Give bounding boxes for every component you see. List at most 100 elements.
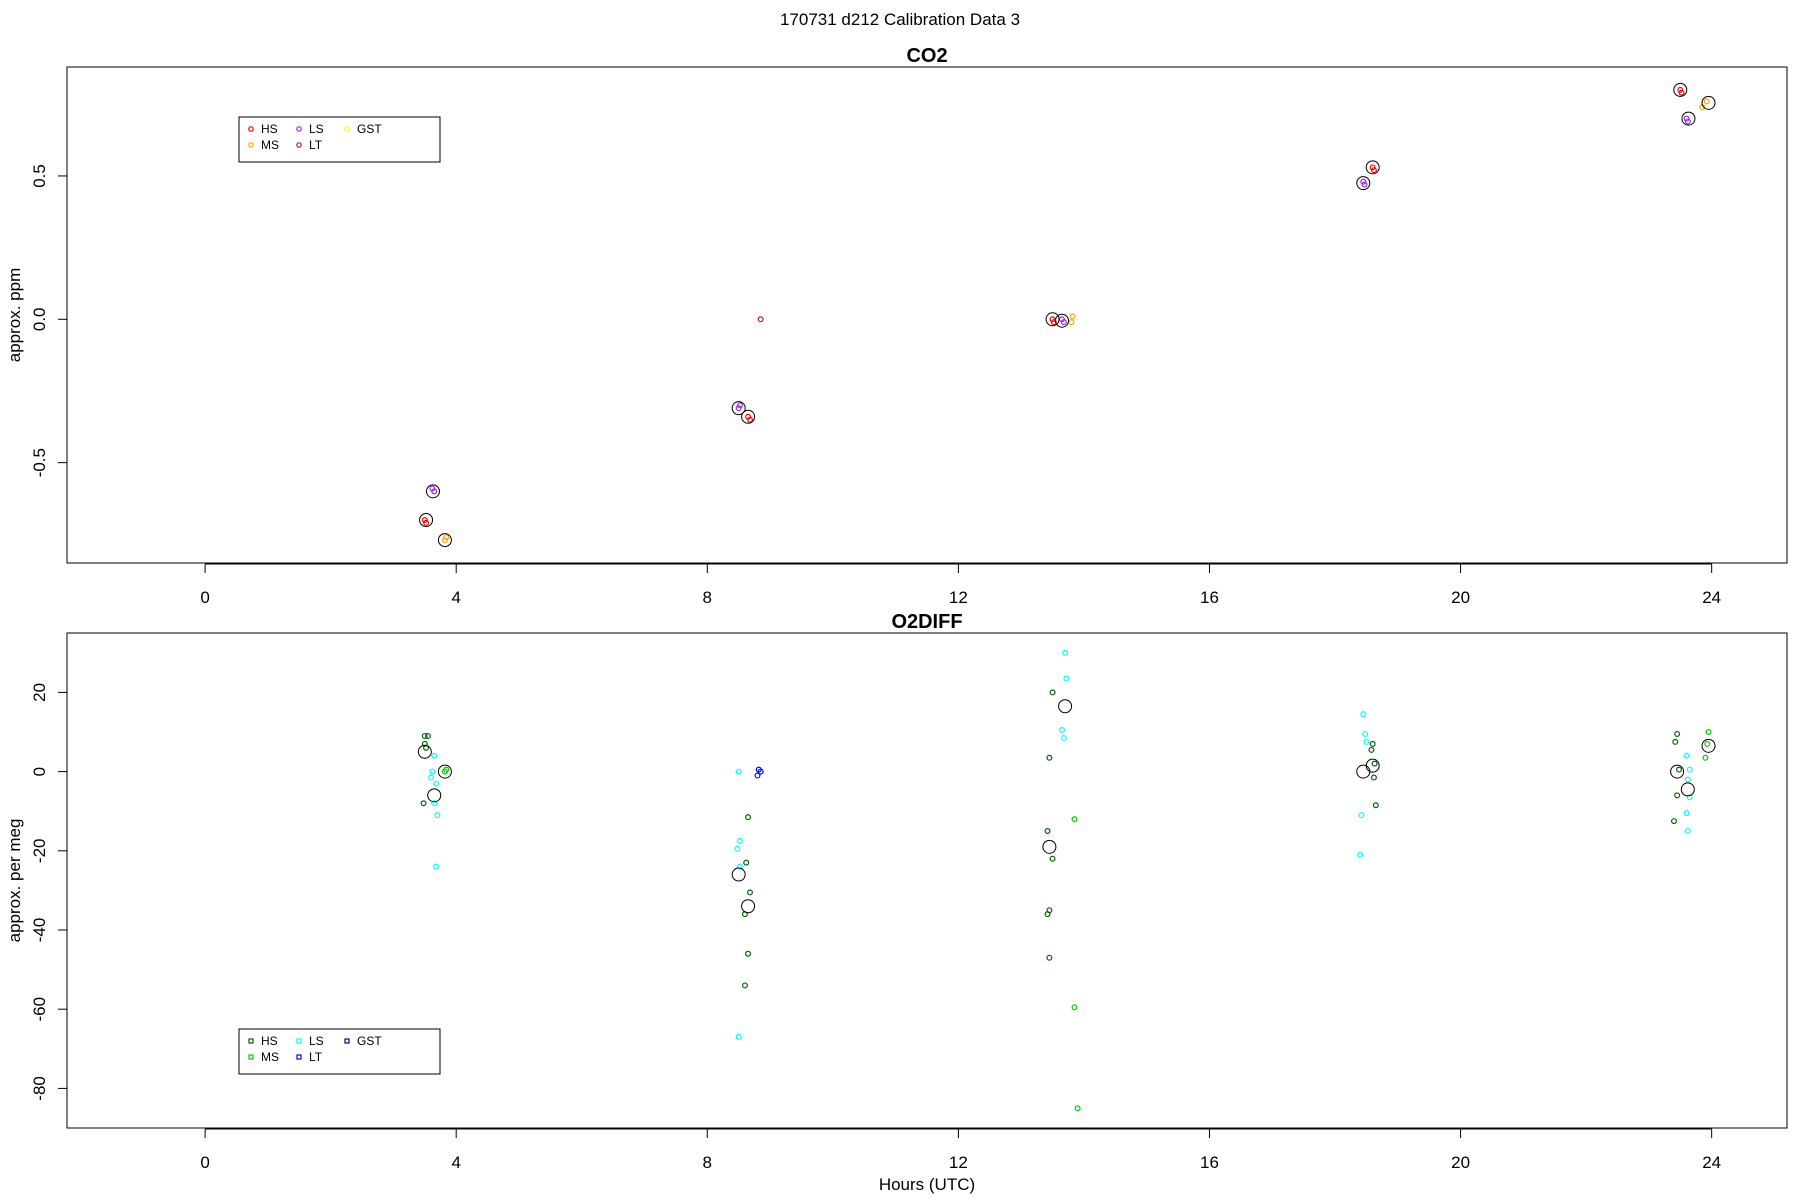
panel-o2diff-point-lt	[757, 768, 764, 775]
panel-co2-point-hs	[1050, 319, 1057, 326]
panel-co2-x-tick-label: 20	[1451, 588, 1470, 607]
panel-o2diff-point-ls	[1683, 810, 1690, 817]
panel-o2diff-point-hs	[1046, 954, 1053, 961]
panel-co2-point-hs	[1370, 167, 1377, 174]
panel-o2diff-x-tick-label: 16	[1200, 1153, 1219, 1172]
panel-o2diff-legend-label: LS	[309, 1034, 324, 1048]
panel-o2diff-mean-marker	[1680, 782, 1695, 797]
panel-o2diff-point-hs	[1369, 740, 1376, 747]
panel-o2diff-mean-marker	[1365, 758, 1380, 773]
panel-o2diff-mean-marker	[731, 867, 746, 882]
panel-o2diff-point-ls	[1362, 730, 1369, 737]
panel-o2diff-point-hs	[746, 889, 753, 896]
panel-o2diff-point-ls	[429, 768, 436, 775]
panel-o2diff-mean-marker	[437, 764, 452, 779]
panel-o2diff-point-ms	[443, 766, 450, 773]
panel-o2diff-legend-symbol	[296, 1054, 302, 1060]
panel-o2diff-point-ls	[1060, 734, 1067, 741]
panel-o2diff-point-hs	[1044, 827, 1051, 834]
panel-o2diff-mean-marker	[1356, 764, 1371, 779]
panel-co2-point-hs	[421, 516, 428, 523]
panel-o2diff-point-ls	[433, 863, 440, 870]
panel-co2-legend-symbol	[248, 126, 254, 132]
panel-co2-point-ms	[443, 534, 450, 541]
panel-co2-x-tick-label: 24	[1702, 588, 1721, 607]
panel-co2-legend-label: HS	[261, 122, 278, 136]
panel-co2-point-hs	[746, 416, 753, 423]
panel-co2-mean-marker	[425, 484, 440, 499]
panel-o2diff-mean-marker	[417, 744, 432, 759]
panel-o2diff-point-hs	[1371, 760, 1378, 767]
panel-co2-point-ls	[1684, 118, 1691, 125]
panel-o2diff-x-tick-label: 24	[1702, 1153, 1721, 1172]
panel-co2-y-tick-label: -0.5	[30, 448, 49, 477]
panel-co2-legend-box	[238, 116, 441, 163]
panel-o2diff-point-hs	[421, 732, 428, 739]
panel-o2diff-point-hs	[1044, 911, 1051, 918]
panel-o2diff-legend-symbol	[248, 1054, 254, 1060]
panel-o2diff-point-ls	[1063, 675, 1070, 682]
panel-o2diff-point-hs	[1049, 855, 1056, 862]
panel-o2diff-point-ms	[1071, 1004, 1078, 1011]
panel-co2-mean-marker	[1054, 313, 1069, 328]
panel-co2-point-ls	[1683, 115, 1690, 122]
panel-o2diff-point-hs	[745, 814, 752, 821]
panel-o2diff-point-ls	[1058, 727, 1065, 734]
panel-co2-mean-marker	[419, 512, 434, 527]
panel-o2diff-mean-marker	[1701, 738, 1716, 753]
panel-o2diff-point-hs	[1676, 766, 1683, 773]
page-title: 170731 d212 Calibration Data 3	[779, 10, 1021, 29]
panel-co2-legend-symbol	[248, 142, 254, 148]
panel-o2diff-legend-label: GST	[357, 1034, 382, 1048]
panel-co2-point-ls	[429, 485, 436, 492]
panel-o2diff-point-ls	[1686, 794, 1693, 801]
panel-co2-mean-marker	[1045, 312, 1060, 327]
panel-o2diff-point-ls	[736, 837, 743, 844]
panel-co2-point-ls	[736, 402, 743, 409]
panel-o2diff-point-ms	[1704, 740, 1711, 747]
panel-co2-point-ls	[735, 405, 742, 412]
panel-o2diff-legend-label: MS	[261, 1050, 279, 1064]
panel-o2diff-point-hs	[1370, 774, 1377, 781]
panel-co2-x-tick-label: 12	[949, 588, 968, 607]
panel-o2diff-legend-label: LT	[309, 1050, 323, 1064]
panel-o2diff-point-ls	[434, 812, 441, 819]
panel-o2diff-point-hs	[743, 859, 750, 866]
panel-o2diff-point-ls	[1062, 649, 1069, 656]
panel-co2-y-tick-label: 0.0	[30, 307, 49, 331]
panel-co2-point-hs	[423, 519, 430, 526]
panel-o2diff-y-tick-label: -40	[30, 918, 49, 943]
panel-o2diff-y-tick-label: 0	[30, 767, 49, 776]
panel-co2-legend-label: LS	[309, 122, 324, 136]
panel-o2diff-y-tick-label: 20	[30, 683, 49, 702]
panel-o2diff-point-hs	[1674, 792, 1681, 799]
panel-o2diff-point-ls	[428, 774, 435, 781]
panel-co2-point-hs	[1677, 86, 1684, 93]
panel-o2diff-point-hs	[1046, 754, 1053, 761]
panel-co2-mean-marker	[731, 401, 746, 416]
panel-co2-legend-label: MS	[261, 138, 279, 152]
panel-co2-point-ls	[1361, 181, 1368, 188]
panel-co2-x-tick-label: 16	[1200, 588, 1219, 607]
panel-o2diff-title: O2DIFF	[891, 611, 962, 633]
panel-co2-mean-marker	[1673, 82, 1688, 97]
panel-o2diff-point-ls	[735, 1033, 742, 1040]
panel-co2-legend-symbol	[344, 126, 350, 132]
panel-o2diff-mean-marker	[1670, 764, 1685, 779]
panel-co2-mean-marker	[1365, 160, 1380, 175]
panel-o2diff-point-hs	[420, 800, 427, 807]
panel-co2-title: CO2	[906, 45, 947, 67]
panel-o2diff-point-hs	[1671, 818, 1678, 825]
panel-o2diff-x-axis-label: Hours (UTC)	[879, 1175, 975, 1194]
panel-o2diff-point-ms	[1074, 1105, 1081, 1112]
panel-co2-point-hs	[1369, 164, 1376, 171]
panel-o2diff-legend-label: HS	[261, 1034, 278, 1048]
panel-o2diff-x-tick-label: 20	[1451, 1153, 1470, 1172]
panel-co2-legend-label: LT	[309, 138, 323, 152]
panel-co2-point-ms	[441, 537, 448, 544]
panel-co2-mean-marker	[437, 533, 452, 548]
panel-o2diff-point-lt	[754, 772, 761, 779]
panel-o2diff-point-hs	[745, 950, 752, 957]
panel-o2diff-point-ms	[1071, 816, 1078, 823]
